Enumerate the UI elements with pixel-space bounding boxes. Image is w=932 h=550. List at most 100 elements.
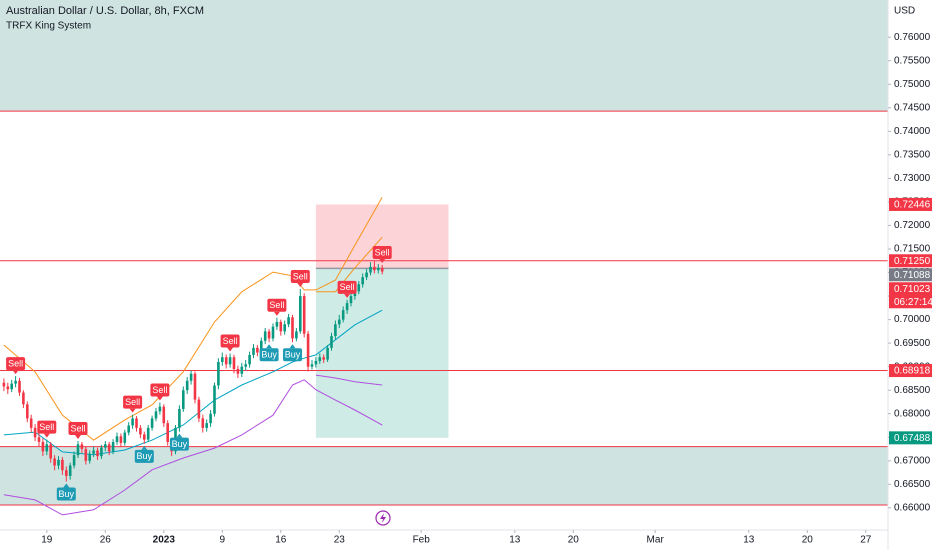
candle-body	[298, 296, 302, 332]
candle-body	[275, 321, 279, 327]
signal-pointer	[74, 435, 81, 440]
y-tick-label: 0.74000	[894, 126, 931, 137]
candle-body	[103, 444, 107, 448]
candle-body	[150, 418, 154, 428]
candle-body	[310, 364, 314, 367]
candle-body	[22, 392, 25, 405]
signal-pointer	[129, 408, 136, 413]
candle-body	[287, 317, 290, 325]
signal-label: Sell	[70, 423, 85, 433]
signal-label: Buy	[172, 439, 188, 449]
target-zone	[315, 268, 449, 438]
x-tick-label: 9	[220, 535, 226, 546]
candle-body	[248, 354, 251, 365]
y-tick-label: 0.75000	[894, 79, 931, 90]
signal-badge	[68, 422, 88, 436]
candle-body	[263, 331, 267, 341]
x-tick-label: 27	[860, 535, 872, 546]
y-tick-label: 0.72000	[894, 220, 931, 231]
candle-body	[345, 303, 349, 311]
candle-body	[72, 455, 76, 466]
candle-body	[228, 357, 232, 365]
signal-badge	[337, 280, 357, 294]
candle-body	[306, 333, 310, 367]
price-label-box	[889, 431, 932, 445]
signal-badge	[290, 270, 310, 284]
candle-body	[142, 434, 146, 440]
price-label-box	[889, 364, 932, 378]
countdown: 06:27:14	[894, 297, 932, 308]
candle-body	[41, 441, 45, 452]
candle-body	[18, 380, 21, 393]
candle-body	[2, 382, 6, 387]
signal-pointer	[176, 433, 183, 438]
candle-body	[369, 266, 372, 273]
candle-body	[271, 326, 275, 339]
x-tick-label: Mar	[647, 535, 665, 546]
candle-body	[334, 324, 337, 337]
y-tick-label: 0.66500	[894, 479, 931, 490]
candle-body	[33, 427, 37, 438]
candle-body	[115, 436, 119, 442]
candle-body	[131, 418, 134, 426]
price-label: 0.71023	[894, 284, 931, 295]
candle-body	[6, 386, 10, 390]
candle-body	[217, 361, 220, 386]
candle-body	[166, 423, 169, 442]
y-tick-label: 0.75500	[894, 55, 931, 66]
candle-body	[193, 373, 197, 400]
candle-body	[14, 380, 17, 384]
candle-body	[37, 437, 41, 442]
signal-badge	[259, 348, 279, 362]
candle-body	[357, 284, 361, 292]
signal-badge	[150, 383, 170, 397]
signal-label: Sell	[293, 271, 308, 281]
candle-body	[291, 317, 294, 339]
y-tick-label: 0.68000	[894, 408, 931, 419]
candle-body	[256, 347, 259, 353]
y-tick-label: 0.74500	[894, 102, 931, 113]
signal-label: Sell	[375, 247, 390, 257]
signal-pointer	[141, 445, 148, 450]
candle-body	[64, 470, 68, 476]
candle-body	[205, 423, 208, 428]
candle-body	[49, 444, 52, 459]
signal-pointer	[12, 370, 19, 375]
event-icon	[375, 510, 391, 526]
signal-pointer	[379, 259, 386, 263]
candle-body	[322, 357, 325, 360]
signal-label: Buy	[261, 350, 277, 360]
signal-badge	[37, 420, 57, 434]
x-tick-label: 20	[568, 535, 580, 546]
signal-pointer	[273, 311, 280, 316]
candle-body	[127, 425, 130, 433]
candle-body	[119, 436, 123, 443]
price-label: 0.68918	[894, 366, 931, 377]
signal-pointer	[156, 396, 163, 401]
chart-title: Australian Dollar / U.S. Dollar, 8h, FXC…	[6, 5, 204, 17]
signal-badge	[372, 246, 392, 259]
candle-body	[252, 347, 255, 355]
candle-body	[178, 409, 181, 428]
candle-body	[45, 444, 49, 452]
candle-body	[279, 321, 283, 332]
candle-body	[84, 449, 88, 461]
candle-body	[267, 331, 271, 339]
candle-body	[337, 319, 341, 325]
signal-label: Sell	[39, 422, 54, 432]
candle-body	[236, 369, 240, 374]
y-tick-label: 0.68500	[894, 385, 931, 396]
y-tick-label: 0.73000	[894, 173, 931, 184]
candle-body	[213, 385, 216, 414]
signal-badge	[56, 487, 76, 501]
signal-label: Sell	[340, 282, 355, 292]
candle-body	[139, 427, 142, 435]
candle-body	[209, 413, 212, 424]
candle-body	[185, 380, 189, 391]
candle-body	[283, 324, 286, 332]
signal-badge	[169, 437, 189, 451]
indicator-line	[3, 379, 383, 516]
signal-badge	[6, 357, 26, 371]
candle-body	[135, 418, 138, 428]
